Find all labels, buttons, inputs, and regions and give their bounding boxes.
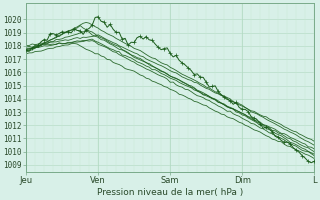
X-axis label: Pression niveau de la mer( hPa ): Pression niveau de la mer( hPa ) [97, 188, 243, 197]
